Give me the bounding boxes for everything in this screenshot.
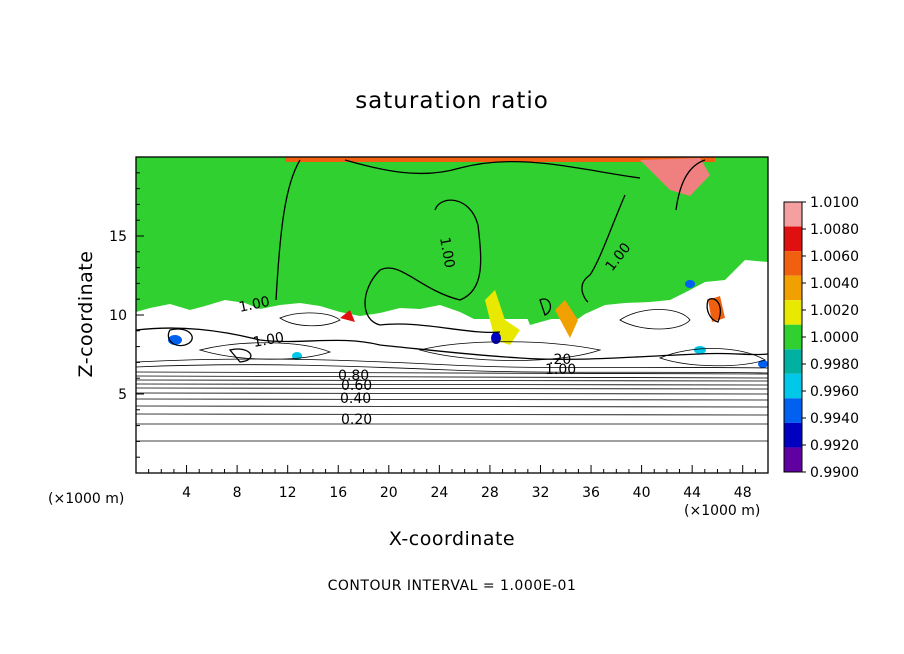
colorbar-swatch bbox=[784, 422, 802, 448]
thin-contour-10 bbox=[136, 379, 768, 382]
y-tick-label: 15 bbox=[109, 229, 127, 245]
colorbar-label: 1.0040 bbox=[810, 276, 859, 292]
contour-10 bbox=[539, 298, 552, 316]
supersat-patch-4 bbox=[708, 296, 725, 322]
colorbar-swatch bbox=[784, 447, 802, 472]
thin-contour-1 bbox=[136, 358, 768, 369]
x-unit-label-right: (×1000 m) bbox=[684, 503, 761, 519]
supersat-patch-2 bbox=[555, 300, 578, 338]
contour-interval-note: CONTOUR INTERVAL = 1.000E-01 bbox=[327, 578, 577, 594]
contour-label: 0.60 bbox=[341, 378, 372, 394]
thin-contour-8 bbox=[136, 371, 768, 375]
contour-label: 0.40 bbox=[340, 391, 371, 407]
colorbar-label: 0.9940 bbox=[810, 411, 859, 427]
x-tick-label: 8 bbox=[233, 485, 242, 501]
colorbar-label: 1.0080 bbox=[810, 222, 859, 238]
subsat-spot-5 bbox=[758, 360, 768, 368]
contour-1 bbox=[275, 159, 301, 301]
x-tick-label: 40 bbox=[633, 485, 651, 501]
contour-lines bbox=[136, 159, 768, 363]
thin-contour-13 bbox=[136, 392, 768, 395]
subsat-spot-6 bbox=[685, 280, 695, 288]
thin-contour-2 bbox=[136, 364, 768, 374]
colorbar-swatch bbox=[784, 226, 802, 252]
x-axis-label: X-coordinate bbox=[388, 528, 516, 550]
colorbar-label: 0.9900 bbox=[810, 465, 859, 481]
x-tick-label: 4 bbox=[182, 485, 191, 501]
contour-label: 1.00 bbox=[252, 330, 285, 351]
colorbar-label: 0.9960 bbox=[810, 384, 859, 400]
x-tick-label: 24 bbox=[430, 485, 448, 501]
x-tick-label: 28 bbox=[481, 485, 499, 501]
x-tick-label: 48 bbox=[734, 485, 752, 501]
x-tick-label: 32 bbox=[532, 485, 550, 501]
thin-contours bbox=[136, 309, 768, 442]
subsat-spot-3 bbox=[491, 332, 501, 344]
contour-label: 1.00 bbox=[545, 362, 576, 378]
supersat-patch-1 bbox=[485, 290, 520, 345]
x-tick-label: 44 bbox=[683, 485, 701, 501]
contour-7 bbox=[167, 328, 193, 347]
colorbar-label: 1.0100 bbox=[810, 195, 859, 211]
field-area bbox=[136, 157, 768, 473]
contour-5 bbox=[675, 159, 706, 211]
x-axis-ticks: 4 8 12 16 20 24 28 32 36 40 44 48 bbox=[148, 465, 756, 501]
contour-2 bbox=[344, 159, 641, 179]
thin-contour-9 bbox=[136, 375, 768, 379]
colorbar-swatch bbox=[784, 251, 802, 276]
thin-contour-14 bbox=[136, 398, 768, 401]
thin-contour-16 bbox=[136, 413, 768, 416]
y-tick-label: 5 bbox=[118, 387, 127, 403]
x-tick-label: 16 bbox=[329, 485, 347, 501]
contour-3 bbox=[364, 199, 482, 326]
contour-6 bbox=[136, 327, 768, 360]
contour-labels: 1.00 1.00 1.00 1.00 1.00 0.80 0.60 0.40 … bbox=[238, 236, 635, 428]
y-axis-ticks: 5 10 15 bbox=[109, 172, 144, 458]
contour-label: 0.80 bbox=[338, 368, 369, 384]
contour-8 bbox=[228, 348, 252, 363]
colorbar-label: 1.0000 bbox=[810, 330, 859, 346]
colorbar-swatch bbox=[784, 324, 802, 350]
contour-9 bbox=[379, 323, 501, 334]
thin-contour-5 bbox=[658, 348, 766, 367]
supersat-patch-3 bbox=[340, 310, 355, 322]
thin-contour-3 bbox=[198, 342, 332, 360]
thin-contour-7 bbox=[279, 312, 341, 327]
colorbar: 1.0100 1.0080 1.0060 1.0040 1.0020 1.0000 0.99… bbox=[783, 195, 859, 481]
colorbar-label: 0.9980 bbox=[810, 357, 859, 373]
thin-contour-11 bbox=[136, 383, 768, 386]
x-tick-label: 36 bbox=[582, 485, 600, 501]
x-tick-label: 20 bbox=[380, 485, 398, 501]
thin-contour-4 bbox=[418, 341, 602, 361]
subsaturated-region bbox=[136, 260, 768, 473]
contour-label: 1.00 bbox=[436, 236, 457, 269]
saturated-region bbox=[136, 157, 768, 319]
colorbar-swatch bbox=[784, 202, 802, 227]
chart-title: saturation ratio bbox=[355, 88, 549, 114]
contour-4 bbox=[581, 194, 626, 303]
colorbar-swatch bbox=[784, 349, 802, 374]
colorbar-swatch bbox=[784, 300, 802, 325]
top-supersaturation-streak bbox=[285, 157, 715, 162]
y-tick-label: 10 bbox=[109, 308, 127, 324]
colorbar-swatch bbox=[784, 398, 802, 423]
colorbar-label: 1.0060 bbox=[810, 249, 859, 265]
colorbar-label: 1.0020 bbox=[810, 303, 859, 319]
contour-label: 1.00 bbox=[238, 294, 272, 316]
contour-label: .20 bbox=[549, 352, 571, 368]
contour-11 bbox=[706, 298, 722, 323]
thin-contour-6 bbox=[619, 309, 691, 330]
thin-contour-15 bbox=[136, 405, 768, 408]
colorbar-label: 0.9920 bbox=[810, 438, 859, 454]
colorbar-swatch bbox=[784, 275, 802, 301]
colorbar-swatch bbox=[784, 373, 802, 399]
x-tick-label: 12 bbox=[279, 485, 297, 501]
contour-label: 0.20 bbox=[341, 412, 372, 428]
x-unit-label-left: (×1000 m) bbox=[48, 491, 125, 507]
thin-contour-12 bbox=[136, 387, 768, 390]
subsat-spot-4 bbox=[694, 346, 706, 354]
saturated-pocket bbox=[520, 290, 555, 325]
